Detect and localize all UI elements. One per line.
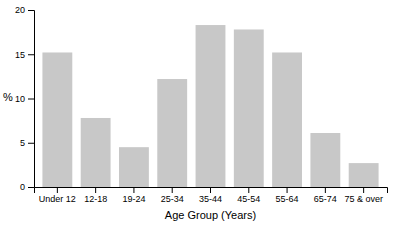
y-axis: 0 5 10 15 20: [15, 5, 35, 192]
y-tick-label: 5: [20, 138, 25, 148]
x-tick-mark: [325, 187, 326, 193]
x-tick: 25-34: [161, 187, 184, 204]
x-tick: 65-74: [314, 187, 337, 204]
bar: [81, 118, 111, 187]
x-tick: 45-54: [237, 187, 260, 204]
x-tick-mark: [287, 187, 288, 193]
x-tick-label: 12-18: [84, 194, 107, 204]
bar: [42, 52, 72, 187]
bar: [196, 25, 226, 187]
chart: Under 12 12-18 19-24 25-34 35-44 45-54 55-64 65…: [0, 0, 397, 227]
y-tick-label: 10: [15, 94, 25, 104]
x-tick: Under 12: [39, 187, 76, 204]
x-tick-label: 19-24: [122, 194, 145, 204]
y-tick-mark: [28, 10, 34, 11]
x-tick: 75 & over: [344, 187, 383, 204]
y-tick-mark: [28, 54, 34, 55]
x-tick-mark: [57, 187, 58, 193]
y-tick-label: 15: [15, 50, 25, 60]
y-tick-label: 0: [20, 182, 25, 192]
bar: [310, 133, 340, 187]
x-tick-label: 65-74: [314, 194, 337, 204]
y-tick-label: 20: [15, 5, 25, 15]
y-tick: 15: [15, 50, 34, 60]
x-tick: 35-44: [199, 187, 222, 204]
y-tick-mark: [28, 187, 34, 188]
x-tick-label: 35-44: [199, 194, 222, 204]
bars: [42, 25, 378, 187]
x-tick-mark: [95, 187, 96, 193]
bar: [272, 52, 302, 187]
x-tick-label: Under 12: [39, 194, 76, 204]
x-axis-line: [35, 188, 388, 194]
bar: [157, 79, 187, 187]
x-axis-title: Age Group (Years): [165, 209, 256, 221]
y-axis-title: %: [3, 91, 13, 103]
x-tick-mark: [172, 187, 173, 193]
y-tick: 10: [15, 94, 34, 104]
x-tick-mark: [210, 187, 211, 193]
x-axis: Under 12 12-18 19-24 25-34 35-44 45-54 55-64 65…: [35, 187, 388, 204]
y-tick-mark: [28, 143, 34, 144]
y-tick: 20: [15, 5, 34, 15]
x-tick-label: 45-54: [237, 194, 260, 204]
bar: [234, 29, 264, 187]
y-tick-mark: [28, 99, 34, 100]
y-tick: 0: [20, 182, 34, 192]
x-tick-mark: [248, 187, 249, 193]
x-tick-mark: [363, 187, 364, 193]
x-tick-label: 25-34: [161, 194, 184, 204]
bar: [119, 147, 149, 187]
x-tick: 19-24: [122, 187, 145, 204]
bar: [349, 163, 379, 187]
y-axis-line: [28, 11, 35, 188]
x-tick-label: 75 & over: [344, 194, 383, 204]
y-tick: 5: [20, 138, 34, 148]
x-tick-label: 55-64: [276, 194, 299, 204]
x-tick: 12-18: [84, 187, 107, 204]
x-tick: 55-64: [276, 187, 299, 204]
x-tick-mark: [133, 187, 134, 193]
plot: Under 12 12-18 19-24 25-34 35-44 45-54 55-64 65…: [15, 5, 388, 204]
